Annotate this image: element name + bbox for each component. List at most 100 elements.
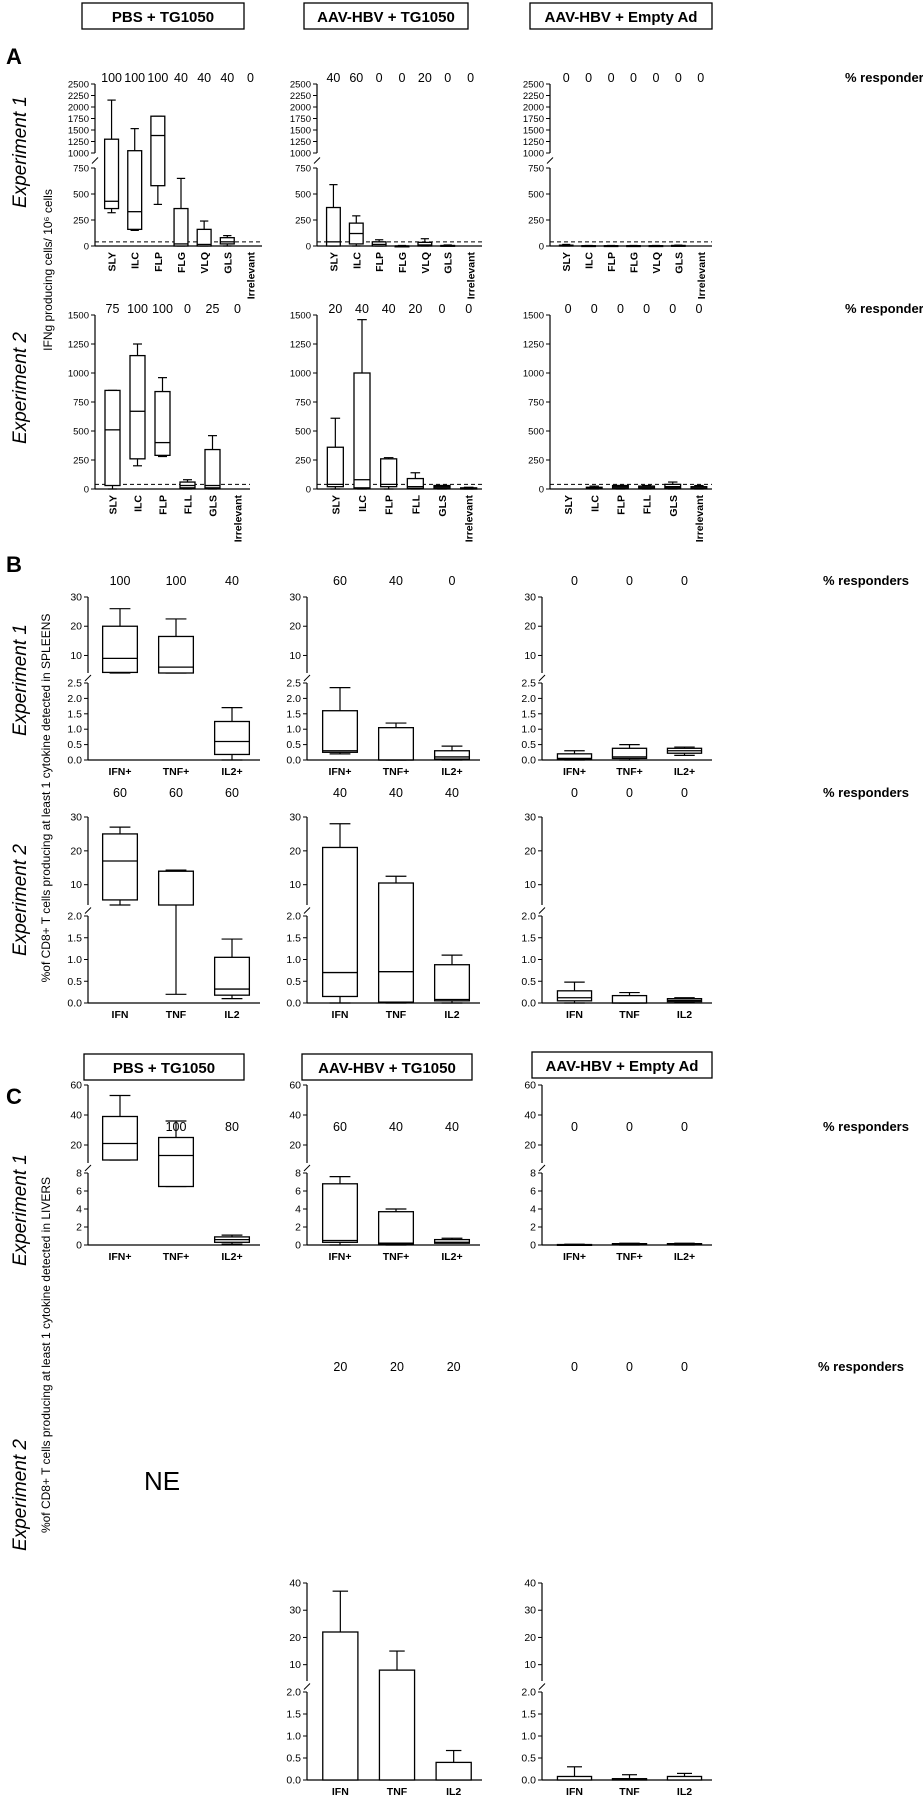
y-tick-label: 30	[524, 1605, 536, 1617]
category-label: FLP	[374, 252, 386, 272]
y-tick-label: 2.5	[521, 678, 536, 690]
chart-a2-3: 0 250 500 750 1000 1250 1500 SLY 0 ILC 0 FLP 0 FLL 0 GL…	[523, 302, 712, 542]
y-tick-label: 20	[289, 1632, 301, 1644]
y-tick-label: 6	[530, 1186, 536, 1198]
category-label: SLY	[563, 495, 575, 514]
responder-value: 40	[382, 302, 396, 316]
box	[556, 990, 593, 1002]
responder-value: 0	[184, 302, 191, 316]
category-label: TNF	[386, 1009, 407, 1021]
box	[204, 448, 221, 489]
y-tick-label: 250	[295, 456, 311, 467]
category-label: FLP	[606, 252, 618, 272]
y-tick-label: 0	[539, 242, 544, 253]
y-tick-label: 1250	[68, 137, 89, 148]
category-label: GLS	[437, 495, 449, 517]
y-tick-label: 2.0	[67, 911, 82, 923]
axis-break-mark	[313, 157, 321, 164]
y-tick-label: 0.0	[67, 755, 82, 767]
bar	[378, 1669, 416, 1781]
y-tick-label: 0.0	[67, 998, 82, 1010]
y-tick-label: 10	[524, 879, 536, 891]
box	[129, 354, 146, 460]
responder-value: 20	[418, 71, 432, 85]
box	[417, 241, 433, 247]
category-label: FLG	[629, 252, 641, 273]
responder-value: 40	[389, 1120, 403, 1134]
y-tick-label: 1500	[290, 126, 311, 137]
y-tick-label: 2500	[290, 80, 311, 91]
y-tick-label: 500	[73, 427, 89, 438]
box	[213, 720, 251, 756]
responder-value: 40	[445, 786, 459, 800]
responder-value: 0	[234, 302, 241, 316]
category-label: IFN+	[328, 1251, 351, 1263]
y-tick-label: 0.0	[286, 1775, 301, 1787]
y-tick-label: 500	[295, 190, 311, 201]
chart-c1-2: 0 2 4 6 8 20 40 60 IFN+ 60 TNF+ 40 IL2+ 40	[289, 1080, 480, 1263]
y-tick-label: 40	[524, 1578, 536, 1590]
y-tick-label: 10	[289, 879, 301, 891]
responder-value: 0	[669, 302, 676, 316]
y-tick-label: 2.5	[67, 678, 82, 690]
responders-label: % responders	[823, 573, 909, 588]
responder-value: 60	[169, 786, 183, 800]
chart-a2-1: 0250500750100012501500SLY75ILC100FLP100F…	[68, 302, 250, 542]
category-label: IFN+	[328, 766, 351, 778]
responder-value: 100	[110, 574, 131, 588]
category-label: TNF	[387, 1786, 408, 1798]
y-tick-label: 20	[70, 845, 82, 857]
row-label-b-exp1: Experiment 1	[10, 624, 31, 736]
y-tick-label: 0.5	[67, 739, 82, 751]
y-tick-label: 2000	[523, 103, 544, 114]
chart-a2-2: 0 250 500 750 1000 1250 1500 SLY 20 ILC 40 FLP 40 FLL…	[290, 302, 482, 542]
row-label-c-exp2: Experiment 2	[10, 1439, 31, 1551]
category-label: FLL	[183, 494, 195, 514]
y-tick-label: 1250	[290, 137, 311, 148]
y-tick-label: 30	[70, 592, 82, 604]
responder-value: 100	[124, 71, 145, 85]
responder-value: 0	[630, 71, 637, 85]
responder-value: 60	[225, 786, 239, 800]
responder-value: 0	[571, 1360, 578, 1374]
category-label: FLL	[410, 494, 422, 514]
y-tick-label: 20	[524, 845, 536, 857]
responder-value: 60	[333, 574, 347, 588]
y-tick-label: 1.0	[286, 1731, 301, 1743]
y-tick-label: 2.0	[521, 693, 536, 705]
y-tick-label: 30	[524, 812, 536, 824]
group-title-aav-empty-c: AAV-HBV + Empty Ad	[546, 1058, 699, 1075]
y-tick-label: 10	[289, 1659, 301, 1671]
y-tick-label: 2500	[523, 80, 544, 91]
y-tick-label: 0.0	[521, 755, 536, 767]
box	[377, 882, 415, 1003]
category-label: FLP	[384, 495, 396, 515]
category-label: IFN	[332, 1009, 349, 1021]
responders-label: % responders	[823, 1119, 909, 1134]
responder-value: 0	[681, 574, 688, 588]
y-tick-label: 0	[539, 485, 544, 496]
responder-value: 0	[591, 302, 598, 316]
chart-b1-3: 0.0 0.5 1.0 1.5 2.0 2.5 10 20 30 IFN+ 0 TNF+ 0 IL2+ 0	[521, 574, 712, 778]
y-tick-label: 2.0	[286, 693, 301, 705]
category-label: IL2	[677, 1009, 692, 1021]
y-tick-label: 1.0	[521, 1731, 536, 1743]
y-tick-label: 2000	[68, 103, 89, 114]
y-tick-label: 6	[295, 1186, 301, 1198]
y-tick-label: 30	[289, 1605, 301, 1617]
responder-value: 20	[333, 1360, 347, 1374]
y-tick-label: 0.0	[286, 998, 301, 1010]
y-tick-label: 2.0	[521, 1687, 536, 1699]
y-tick-label: 2	[530, 1222, 536, 1234]
y-tick-label: 20	[524, 1140, 536, 1152]
y-tick-label: 750	[295, 398, 311, 409]
category-label: IFN	[112, 1009, 129, 1021]
panel-letter-c: C	[6, 1084, 22, 1109]
box	[321, 846, 359, 998]
y-tick-label: 0.0	[521, 1775, 536, 1787]
bar	[611, 1778, 648, 1781]
responder-value: 40	[389, 574, 403, 588]
responder-value: 0	[643, 302, 650, 316]
responder-value: 100	[147, 71, 168, 85]
